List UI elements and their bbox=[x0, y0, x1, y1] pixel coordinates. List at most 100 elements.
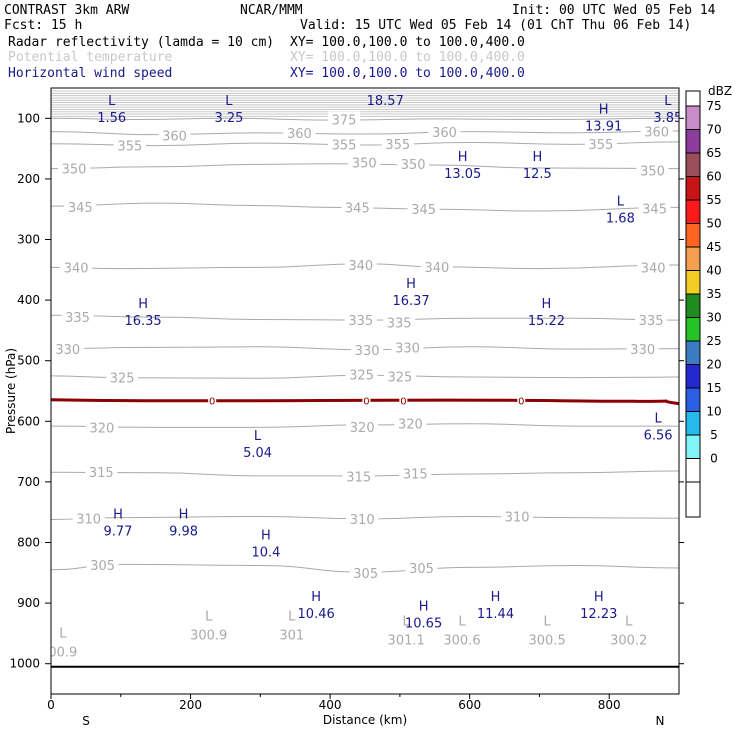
theta-contour-355 bbox=[51, 141, 679, 147]
colorbar-level-label: 65 bbox=[706, 146, 721, 160]
wind-extremum-value: 9.98 bbox=[169, 524, 198, 539]
theta-label-345: 345 bbox=[642, 203, 667, 218]
theta-label-310: 310 bbox=[76, 512, 101, 527]
field-wind-name: Horizontal wind speed bbox=[8, 66, 172, 81]
upper-theta-line bbox=[51, 90, 679, 92]
upper-theta-line bbox=[51, 110, 679, 113]
upper-theta-line bbox=[51, 92, 679, 95]
wind-extremum-type: H bbox=[311, 590, 321, 605]
x-tick-label: 600 bbox=[458, 698, 481, 712]
theta-label-bg bbox=[61, 309, 94, 325]
theta-label-315: 315 bbox=[403, 467, 428, 482]
plot-inner: 375 360 360 360 360 355 355 355 355 350 350 350 350 3… bbox=[48, 77, 682, 668]
theta-label-325: 325 bbox=[110, 372, 135, 387]
upper-theta-line bbox=[51, 94, 679, 97]
colorbar-level-label: 5 bbox=[710, 428, 718, 442]
wind-extremum-type: L bbox=[664, 94, 672, 109]
theta-label-bg bbox=[420, 258, 453, 274]
wind-extremum-value: 1.68 bbox=[606, 212, 635, 227]
theta-label-bg bbox=[345, 366, 378, 382]
upper-theta-line bbox=[51, 108, 679, 111]
wind-extremum-value: 15.22 bbox=[528, 314, 565, 329]
theta-label-360: 360 bbox=[644, 126, 669, 141]
wind-extremum-value: 13.91 bbox=[585, 120, 622, 135]
y-tick-label: 500 bbox=[17, 354, 40, 368]
colorbar-swatch-40 bbox=[685, 270, 701, 295]
theta-label-bg bbox=[72, 510, 105, 526]
theta-label-bg bbox=[407, 201, 440, 217]
theta-label-bg bbox=[341, 199, 374, 215]
theta-extremum-type: L bbox=[625, 614, 633, 629]
colorbar-swatch-65 bbox=[685, 152, 701, 177]
theta-label-bg bbox=[344, 256, 377, 272]
wind-extremum-type: H bbox=[179, 507, 189, 522]
colorbar-swatch-0 bbox=[685, 458, 701, 483]
wind-extremum-type: H bbox=[113, 507, 123, 522]
y-tick-label: 700 bbox=[17, 475, 40, 489]
colorbar-level-label: 70 bbox=[706, 123, 721, 137]
theta-extremum-value: 300.6 bbox=[443, 633, 480, 648]
wind-extremum-value: 3.25 bbox=[214, 111, 243, 126]
theta-label-bg bbox=[86, 556, 119, 572]
wind-extremum-value: 12.23 bbox=[580, 607, 617, 622]
wind-extremum-type: H bbox=[594, 590, 604, 605]
theta-label-bg bbox=[58, 160, 91, 176]
theta-label-340: 340 bbox=[64, 261, 89, 276]
theta-label-bg bbox=[344, 312, 377, 328]
theta-label-345: 345 bbox=[345, 201, 370, 216]
theta-label-305: 305 bbox=[353, 567, 378, 582]
theta-extremum-value: 00.9 bbox=[48, 646, 77, 661]
theta-label-325: 325 bbox=[387, 370, 412, 385]
theta-label-350: 350 bbox=[640, 164, 665, 179]
theta-label-350: 350 bbox=[62, 163, 87, 178]
colorbar-swatch-20 bbox=[685, 364, 701, 389]
x-tick-label: 800 bbox=[598, 698, 621, 712]
theta-contour-360 bbox=[51, 130, 679, 136]
wind-extremum-type: L bbox=[254, 429, 262, 444]
wind-extremum-value: 9.77 bbox=[104, 524, 133, 539]
wind-extremum-type: L bbox=[108, 94, 116, 109]
theta-extremum-type: L bbox=[403, 614, 411, 629]
wind-extremum-type: L bbox=[654, 412, 662, 427]
x-axis-label: Distance (km) bbox=[323, 713, 407, 727]
theta-extremum-value: 301 bbox=[279, 629, 304, 644]
freezing-level-label: 0 bbox=[363, 397, 369, 408]
theta-extremum-type: L bbox=[458, 614, 466, 629]
x-tick-label: 0 bbox=[47, 698, 55, 712]
y-axis-label: Pressure (hPa) bbox=[4, 348, 18, 434]
theta-label-345: 345 bbox=[411, 203, 436, 218]
theta-label-bg bbox=[351, 341, 384, 357]
theta-label-bg bbox=[638, 200, 671, 216]
theta-label-355: 355 bbox=[385, 138, 410, 153]
colorbar-level-label: 40 bbox=[706, 264, 721, 278]
y-tick-label: 100 bbox=[17, 111, 40, 125]
colorbar-level-label: 60 bbox=[706, 170, 721, 184]
wind-extremum-value: 18.57 bbox=[367, 94, 404, 109]
theta-contour-350 bbox=[51, 163, 679, 170]
header-center: NCAR/MMM bbox=[240, 3, 303, 18]
theta-label-350: 350 bbox=[401, 158, 426, 173]
wind-extremum-value: 3.85 bbox=[653, 111, 682, 126]
upper-theta-line bbox=[51, 113, 679, 115]
theta-label-310: 310 bbox=[505, 510, 530, 525]
upper-theta-line bbox=[51, 97, 679, 99]
wind-extremum-type: H bbox=[542, 297, 552, 312]
colorbar-swatch-35 bbox=[685, 293, 701, 318]
theta-label-bg bbox=[85, 464, 118, 480]
upper-theta-line bbox=[51, 103, 679, 106]
theta-label-335: 335 bbox=[65, 311, 90, 326]
freezing-mark-bg bbox=[362, 394, 371, 406]
theta-label-bg bbox=[328, 136, 361, 152]
theta-label-315: 315 bbox=[89, 466, 114, 481]
colorbar-swatch-5 bbox=[685, 434, 701, 459]
theta-label-330: 330 bbox=[355, 344, 380, 359]
field-reflectivity-name: Radar reflectivity (lamda = 10 cm) bbox=[8, 35, 274, 50]
theta-extremum-type: L bbox=[543, 614, 551, 629]
wind-extremum-type: H bbox=[380, 77, 390, 92]
theta-label-330: 330 bbox=[395, 341, 420, 356]
theta-label-355: 355 bbox=[117, 140, 142, 155]
header-valid: Valid: 15 UTC Wed 05 Feb 14 (01 ChT Thu … bbox=[300, 18, 691, 33]
freezing-mark-bg bbox=[517, 394, 526, 406]
theta-extremum-value: 300.5 bbox=[529, 633, 566, 648]
freezing-level-label: 0 bbox=[400, 397, 406, 408]
